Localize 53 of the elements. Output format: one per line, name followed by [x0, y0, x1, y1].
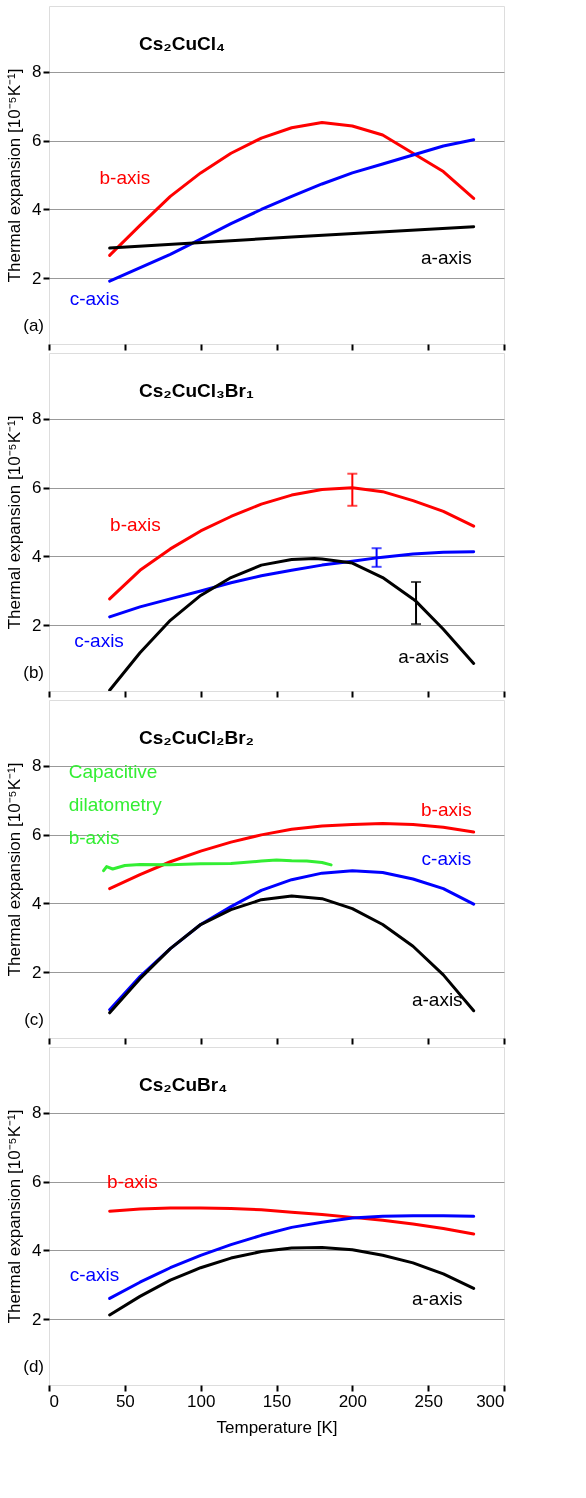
- y-axis-title: Thermal expansion [10⁻⁵K⁻¹]: [5, 68, 25, 283]
- y-tick-label: 8: [32, 756, 42, 776]
- series-label: a-axis: [411, 989, 463, 1011]
- y-tick-label: 6: [32, 1172, 42, 1192]
- line-series: [108, 894, 476, 1015]
- y-tick-label: 4: [32, 893, 42, 913]
- x-tick-label: 250: [414, 1391, 443, 1411]
- y-tick-label: 8: [32, 1103, 42, 1123]
- line-series: [108, 1206, 476, 1236]
- series-label: a-axis: [421, 246, 472, 268]
- series-label: b-axis: [99, 167, 151, 189]
- series-label: Capacitive dilatometry b-axis: [68, 761, 163, 849]
- y-tick-label: 2: [32, 962, 42, 982]
- x-tick-label: 100: [186, 1391, 216, 1411]
- line-series: [108, 550, 476, 619]
- y-tick-label: 8: [32, 409, 42, 429]
- series-label: c-axis: [421, 847, 472, 869]
- x-tick-label: 300: [476, 1391, 505, 1411]
- text: Cs₂CuCl₂Br₂: [139, 727, 255, 748]
- series-label: c-axis: [69, 1263, 120, 1285]
- y-tick-label: 6: [32, 825, 42, 845]
- text: Cs₂CuCl₄: [139, 33, 226, 54]
- x-tick-label: 200: [338, 1391, 368, 1411]
- x-tick-label: 150: [262, 1391, 292, 1411]
- y-tick-label: 4: [32, 546, 42, 566]
- series-label: a-axis: [398, 645, 449, 667]
- y-axis-title: Thermal expansion [10⁻⁵K⁻¹]: [5, 762, 25, 977]
- series-label: b-axis: [421, 799, 472, 821]
- y-axis-title: Thermal expansion [10⁻⁵K⁻¹]: [5, 415, 25, 630]
- series-label: a-axis: [411, 1287, 463, 1309]
- text: Cs₂CuCl₃Br₁: [139, 380, 254, 401]
- y-tick-label: 2: [32, 268, 42, 288]
- y-tick-label: 6: [32, 131, 42, 151]
- series-label: c-axis: [74, 629, 124, 651]
- y-tick-label: 6: [32, 478, 42, 498]
- x-tick-label: 0: [49, 1391, 59, 1411]
- series-label: c-axis: [69, 288, 120, 310]
- x-axis-title: Temperature [K]: [216, 1417, 338, 1437]
- series-label: b-axis: [107, 1170, 158, 1192]
- text: (b): [23, 663, 44, 682]
- series-label: b-axis: [110, 514, 161, 536]
- x-tick-label: 50: [115, 1391, 135, 1411]
- line-series: [102, 858, 333, 873]
- text: (c): [24, 1010, 44, 1029]
- y-tick-label: 4: [32, 199, 42, 219]
- y-tick-label: 8: [32, 62, 42, 82]
- y-tick-label: 2: [32, 615, 42, 635]
- text: (d): [23, 1357, 44, 1376]
- text: (a): [23, 316, 44, 335]
- y-tick-label: 2: [32, 1309, 42, 1329]
- y-tick-label: 4: [32, 1240, 42, 1260]
- text: Cs₂CuBr₄: [139, 1074, 228, 1095]
- y-axis-title: Thermal expansion [10⁻⁵K⁻¹]: [5, 1109, 25, 1324]
